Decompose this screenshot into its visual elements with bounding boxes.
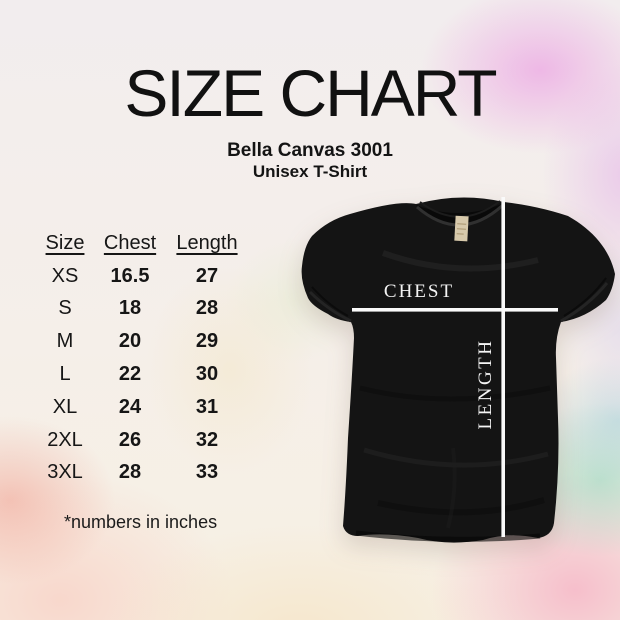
tshirt-silhouette: [301, 197, 615, 543]
chest-measure-line: [352, 308, 558, 312]
page-title: SIZE CHART: [124, 56, 497, 130]
length-value: 29: [195, 330, 219, 353]
fabric-wrinkles: [355, 250, 551, 542]
subtitle-product: Unisex T-Shirt: [252, 162, 368, 181]
tshirt-photo: [301, 197, 615, 543]
length-measure-line: [501, 197, 505, 537]
chest-value: 20: [118, 330, 142, 353]
chest-value: 26: [118, 428, 142, 451]
units-footnote: *numbers in inches: [64, 512, 218, 532]
size-label: 3XL: [47, 461, 83, 484]
chest-label: CHEST: [383, 281, 455, 302]
collar-tag: [454, 215, 469, 242]
col-header-size: Size: [45, 231, 85, 254]
size-label: L: [59, 363, 71, 386]
chest-value: 16.5: [110, 264, 150, 287]
length-value: 28: [195, 297, 219, 320]
size-label: S: [58, 297, 72, 320]
subtitle-brand: Bella Canvas 3001: [227, 140, 393, 161]
length-value: 32: [195, 428, 219, 451]
col-header-chest: Chest: [103, 231, 157, 254]
size-label: M: [56, 330, 74, 353]
chest-value: 28: [118, 461, 142, 484]
length-value: 30: [195, 363, 219, 386]
col-header-length: Length: [176, 231, 238, 254]
length-value: 33: [195, 461, 219, 484]
length-value: 31: [195, 395, 219, 418]
size-label: 2XL: [47, 428, 83, 451]
length-value: 27: [195, 264, 219, 287]
chest-value: 24: [118, 395, 142, 418]
length-label: LENGTH: [475, 338, 496, 430]
chest-value: 18: [118, 297, 142, 320]
chest-value: 22: [118, 363, 142, 386]
size-table: Size Chest Length XS 16.5 27 S 18 28 M 2…: [30, 227, 254, 489]
size-label: XS: [51, 264, 79, 287]
size-label: XL: [52, 395, 78, 418]
sleeve-cuffs: [308, 277, 609, 323]
